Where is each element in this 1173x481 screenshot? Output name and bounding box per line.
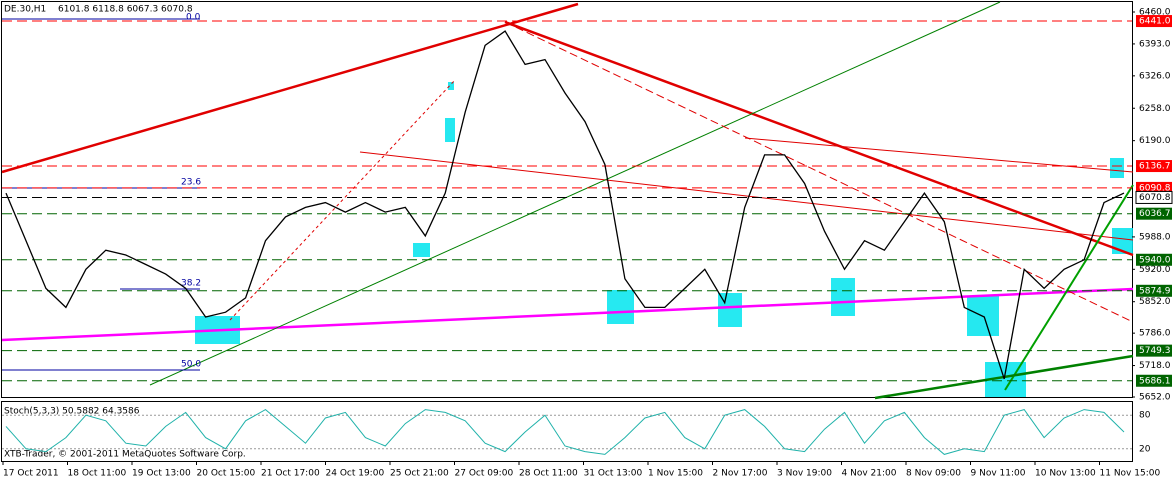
x-tick-label: 19 Oct 13:00	[132, 469, 191, 479]
stoch-pane	[1, 401, 1133, 462]
x-tick-label: 4 Nov 21:00	[842, 469, 897, 479]
x-tick-label: 17 Oct 2011	[3, 469, 59, 479]
ohlc-text: 6101.8 6118.8 6067.3 6070.8	[58, 5, 193, 15]
level-tag	[1136, 253, 1172, 266]
fib-label: 50.0	[181, 360, 201, 370]
x-tick-label: 3 Nov 19:00	[777, 469, 832, 479]
level-label: 6136.7	[1139, 162, 1171, 172]
fib-label: 0.0	[186, 13, 201, 23]
level-label: 6070.8	[1139, 193, 1171, 203]
x-tick-label: 9 Nov 11:00	[971, 469, 1026, 479]
level-tag	[1135, 190, 1173, 204]
y-tick-label: 5920.0	[1139, 265, 1171, 275]
x-tick-label: 2 Nov 17:00	[713, 469, 768, 479]
y-tick-label: 6190.0	[1139, 136, 1171, 146]
x-tick-label: 11 Nov 15:00	[1100, 469, 1161, 479]
level-tag	[1136, 374, 1172, 387]
x-tick-label: 28 Oct 11:00	[519, 469, 578, 479]
level-tag	[1136, 344, 1172, 357]
fib-label: 23.6	[181, 178, 201, 188]
y-tick-label: 5786.0	[1139, 329, 1171, 339]
stoch-title: Stoch(5,3,3) 50.5882 64.3586	[4, 407, 140, 417]
level-tag	[1136, 284, 1172, 297]
level-label: 5874.9	[1139, 286, 1171, 296]
level-tag	[1136, 181, 1172, 194]
price-line	[5, 408, 1125, 455]
x-tick-label: 1 Nov 15:00	[648, 469, 703, 479]
x-tick-label: 24 Oct 19:00	[326, 469, 385, 479]
symbol-title: DE.30,H1	[4, 5, 46, 15]
level-label: 5686.1	[1139, 376, 1171, 386]
stoch-tick-label: 20	[1139, 444, 1151, 454]
y-tick-label: 6258.0	[1139, 104, 1171, 114]
level-label: 6090.8	[1139, 183, 1171, 193]
level-label: 5940.0	[1139, 255, 1171, 265]
y-tick-label: 5988.0	[1139, 232, 1171, 242]
x-tick-label: 31 Oct 13:00	[584, 469, 643, 479]
y-tick-label: 6326.0	[1139, 71, 1171, 81]
level-tag	[1136, 15, 1172, 28]
x-tick-label: 21 Oct 17:00	[261, 469, 320, 479]
y-tick-label: 6460.0	[1139, 8, 1171, 18]
y-tick-label: 5652.0	[1139, 393, 1171, 403]
level-label: 5749.3	[1139, 346, 1171, 356]
level-tag	[1136, 160, 1172, 173]
price-line	[5, 30, 1125, 380]
x-tick-label: 8 Nov 09:00	[906, 469, 961, 479]
fib-label: 38.2	[181, 279, 201, 289]
y-tick-label: 5718.0	[1139, 361, 1171, 371]
copyright: XTB-Trader, © 2001-2011 MetaQuotes Softw…	[4, 450, 246, 460]
y-tick-label: 6393.0	[1139, 39, 1171, 49]
x-tick-label: 18 Oct 11:00	[68, 469, 127, 479]
level-label: 6441.0	[1139, 17, 1171, 27]
stoch-tick-label: 80	[1139, 411, 1151, 421]
level-label: 6036.7	[1139, 209, 1171, 219]
level-tag	[1136, 207, 1172, 220]
main-pane	[1, 1, 1133, 398]
x-tick-label: 25 Oct 21:00	[390, 469, 449, 479]
x-tick-label: 10 Nov 13:00	[1035, 469, 1096, 479]
x-tick-label: 27 Oct 09:00	[455, 469, 514, 479]
x-tick-label: 20 Oct 15:00	[197, 469, 256, 479]
y-tick-label: 5852.0	[1139, 297, 1171, 307]
